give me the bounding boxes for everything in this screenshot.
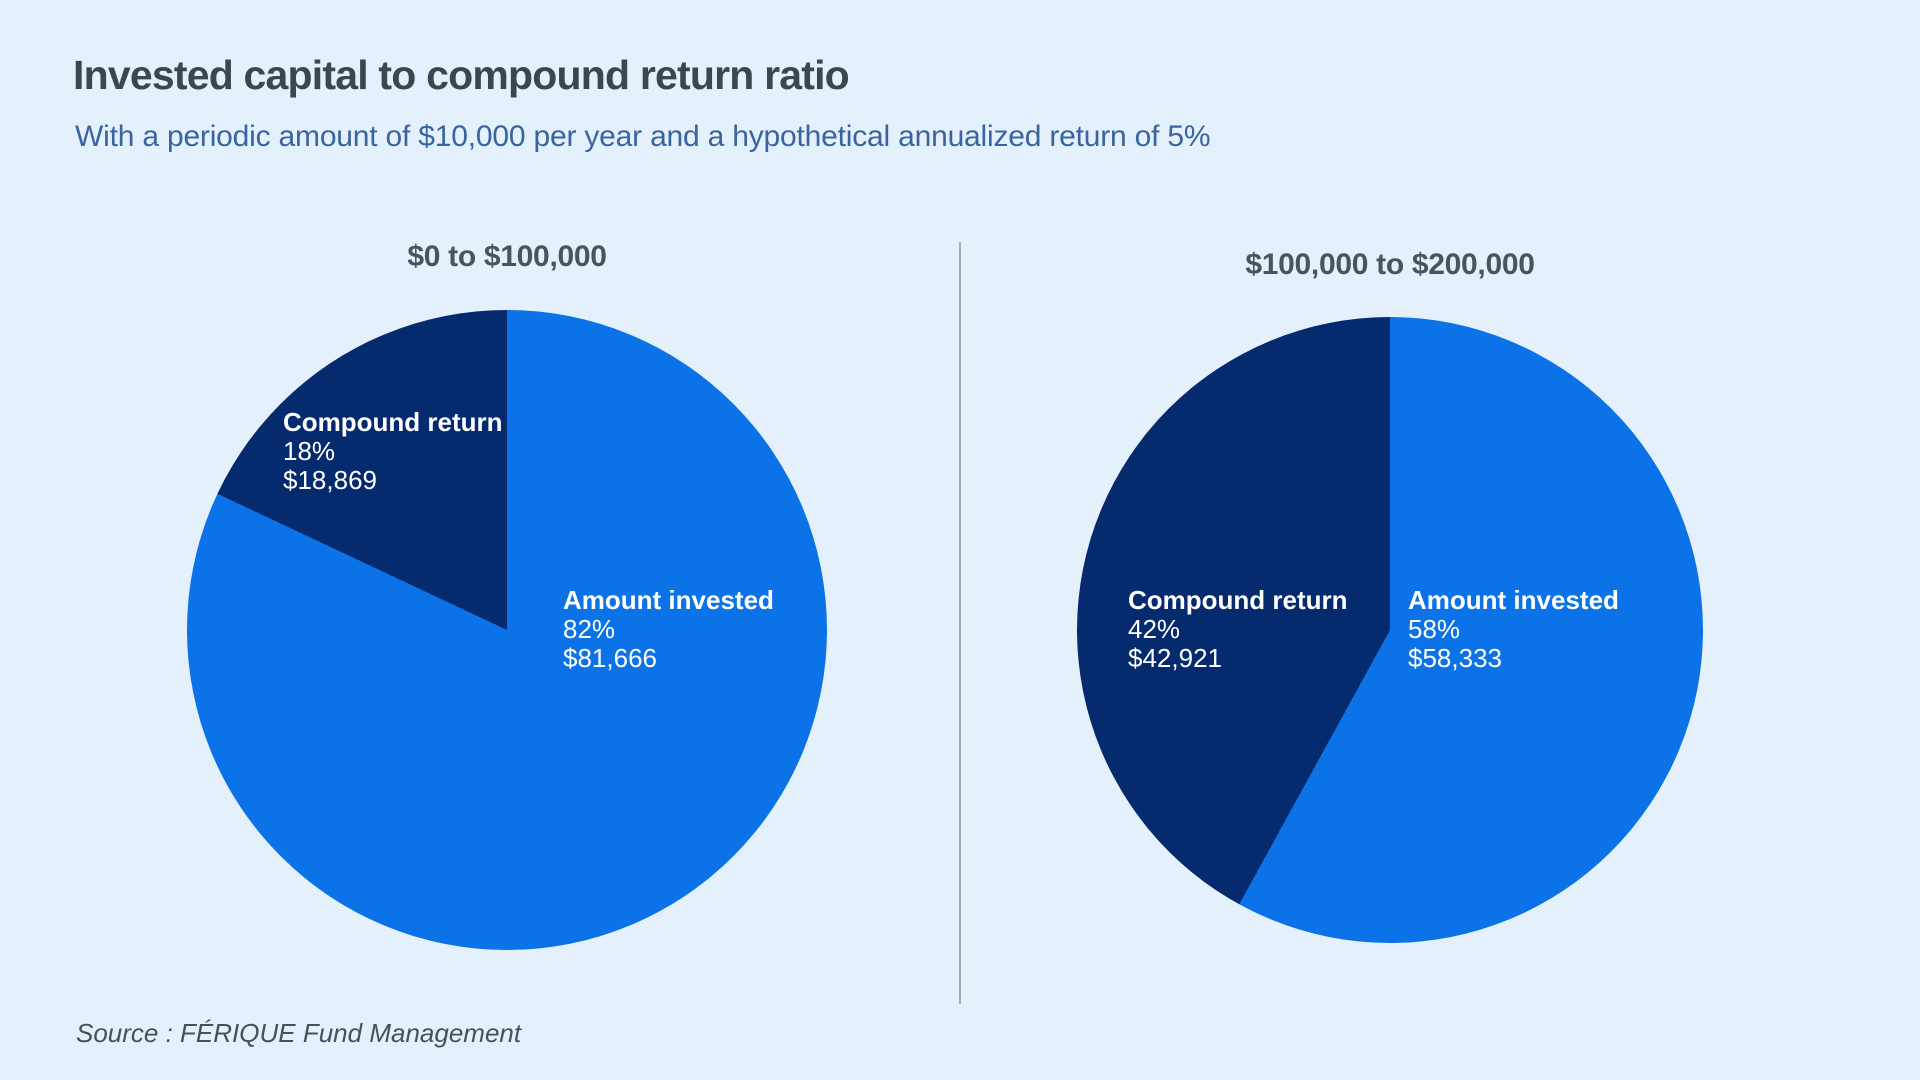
- left-pie-amount-invested-label: Amount invested 82% $81,666: [563, 586, 774, 673]
- pie-chart-0-to-100k: [187, 310, 827, 950]
- vertical-divider: [959, 242, 961, 1004]
- right-chart-title: $100,000 to $200,000: [1245, 248, 1535, 281]
- left-chart-title: $0 to $100,000: [407, 240, 607, 273]
- slice-name: Amount invested: [1408, 585, 1619, 615]
- page-title: Invested capital to compound return rati…: [73, 52, 850, 98]
- slice-percent: 82%: [563, 614, 616, 644]
- pie-chart-100k-to-200k: [1077, 317, 1703, 943]
- slice-amount: $58,333: [1408, 643, 1502, 673]
- slice-name: Compound return: [283, 407, 503, 437]
- source-note: Source : FÉRIQUE Fund Management: [76, 1018, 522, 1048]
- slice-percent: 58%: [1408, 614, 1461, 644]
- slice-amount: $18,869: [283, 465, 377, 495]
- slice-name: Compound return: [1128, 585, 1348, 615]
- slice-percent: 18%: [283, 436, 336, 466]
- left-pie-compound-return-label: Compound return 18% $18,869: [283, 408, 503, 495]
- slice-amount: $42,921: [1128, 643, 1222, 673]
- page-subtitle: With a periodic amount of $10,000 per ye…: [75, 120, 1211, 153]
- right-pie-compound-return-label: Compound return 42% $42,921: [1128, 586, 1348, 673]
- slice-name: Amount invested: [563, 585, 774, 615]
- right-pie-amount-invested-label: Amount invested 58% $58,333: [1408, 586, 1619, 673]
- slice-amount: $81,666: [563, 643, 657, 673]
- slice-percent: 42%: [1128, 614, 1181, 644]
